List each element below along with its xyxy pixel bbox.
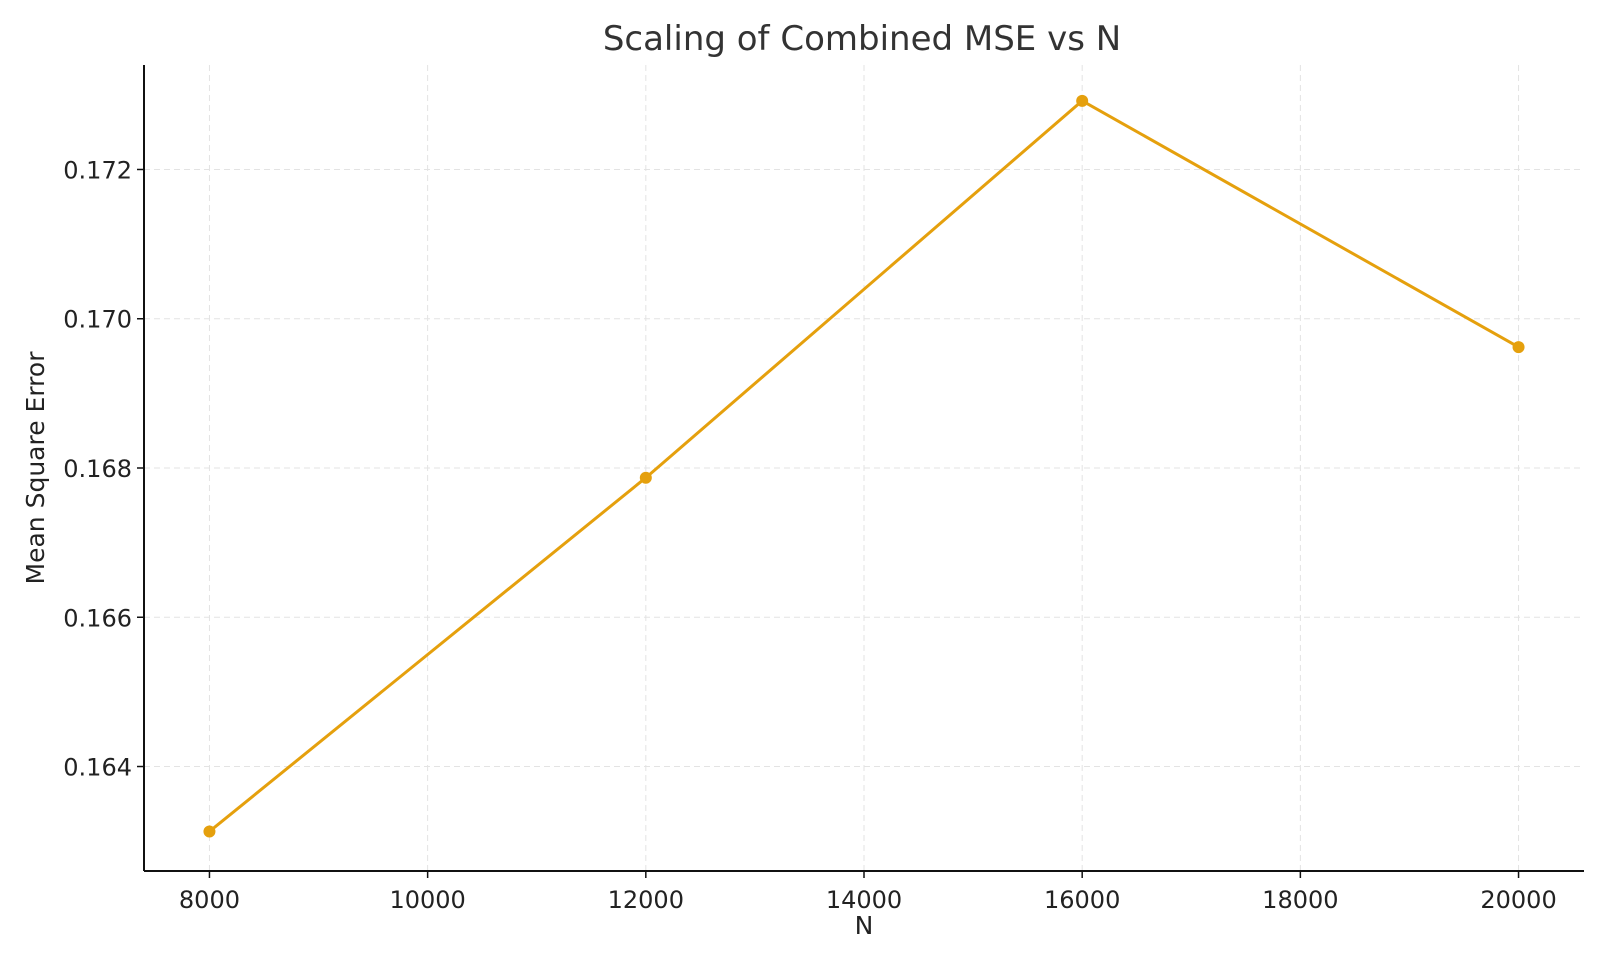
x-tick-label: 18000 xyxy=(1262,886,1338,914)
x-tick-label: 8000 xyxy=(179,886,240,914)
x-tick-label: 14000 xyxy=(826,886,902,914)
x-tick-label: 16000 xyxy=(1044,886,1120,914)
y-tick-label: 0.170 xyxy=(63,306,132,334)
series xyxy=(203,94,1525,838)
y-axis-ticks: 0.164 0.166 0.168 0.170 0.172 xyxy=(63,156,144,782)
data-point xyxy=(639,471,652,484)
data-point xyxy=(203,825,216,838)
x-tick-label: 12000 xyxy=(608,886,684,914)
y-axis-label: Mean Square Error xyxy=(21,351,50,585)
y-tick-label: 0.164 xyxy=(63,754,132,782)
data-point xyxy=(1512,341,1525,354)
x-tick-label: 10000 xyxy=(389,886,465,914)
chart-title: Scaling of Combined MSE vs N xyxy=(603,19,1121,59)
series-line-0 xyxy=(208,99,1520,833)
data-point xyxy=(1076,94,1089,107)
x-axis-ticks: 8000 10000 12000 14000 16000 18000 20000 xyxy=(179,871,1557,914)
grid xyxy=(144,65,1584,871)
x-tick-label: 20000 xyxy=(1480,886,1556,914)
y-tick-label: 0.168 xyxy=(63,455,132,483)
y-tick-label: 0.166 xyxy=(63,604,132,632)
x-axis-label: N xyxy=(855,911,874,940)
y-tick-label: 0.172 xyxy=(63,156,132,184)
